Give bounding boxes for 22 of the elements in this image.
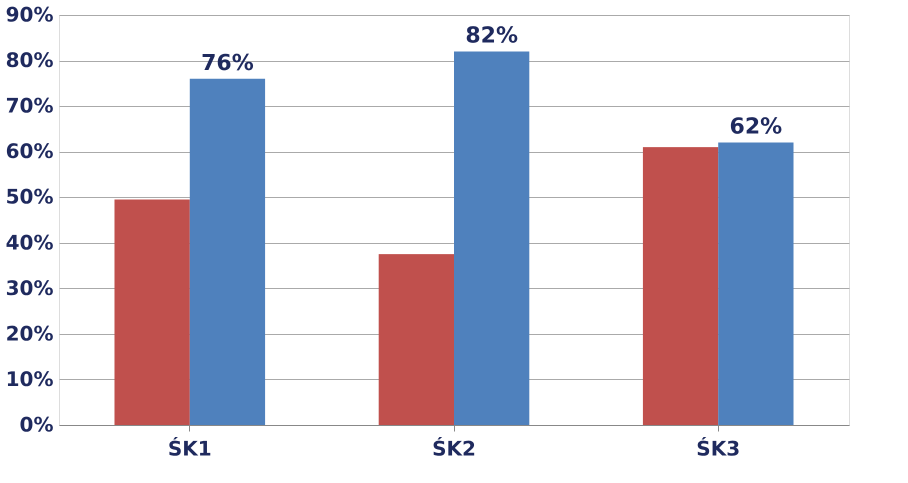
- y-tick-label: 40%: [6, 230, 54, 254]
- x-tick-label: ŚK3: [696, 436, 740, 460]
- y-tick-label: 80%: [6, 48, 54, 72]
- y-tick-label: 90%: [6, 2, 54, 26]
- y-tick-label: 70%: [6, 94, 54, 118]
- bar: [190, 78, 266, 425]
- bar: [378, 254, 454, 425]
- y-tick-label: 50%: [6, 184, 54, 209]
- y-tick-label: 0%: [20, 412, 54, 436]
- y-tick-label: 60%: [6, 139, 54, 164]
- y-tick-label: 20%: [6, 321, 54, 346]
- y-tick-label: 10%: [6, 366, 54, 391]
- data-label: 62%: [730, 114, 782, 140]
- bar: [454, 51, 530, 425]
- x-tick-label: ŚK1: [168, 436, 212, 460]
- x-tick-label: ŚK2: [432, 436, 476, 460]
- data-label: 82%: [465, 23, 518, 48]
- bar: [114, 200, 190, 425]
- bar: [718, 142, 794, 425]
- y-tick-label: 30%: [6, 276, 54, 300]
- data-label: 76%: [201, 50, 254, 76]
- bar: [642, 147, 718, 425]
